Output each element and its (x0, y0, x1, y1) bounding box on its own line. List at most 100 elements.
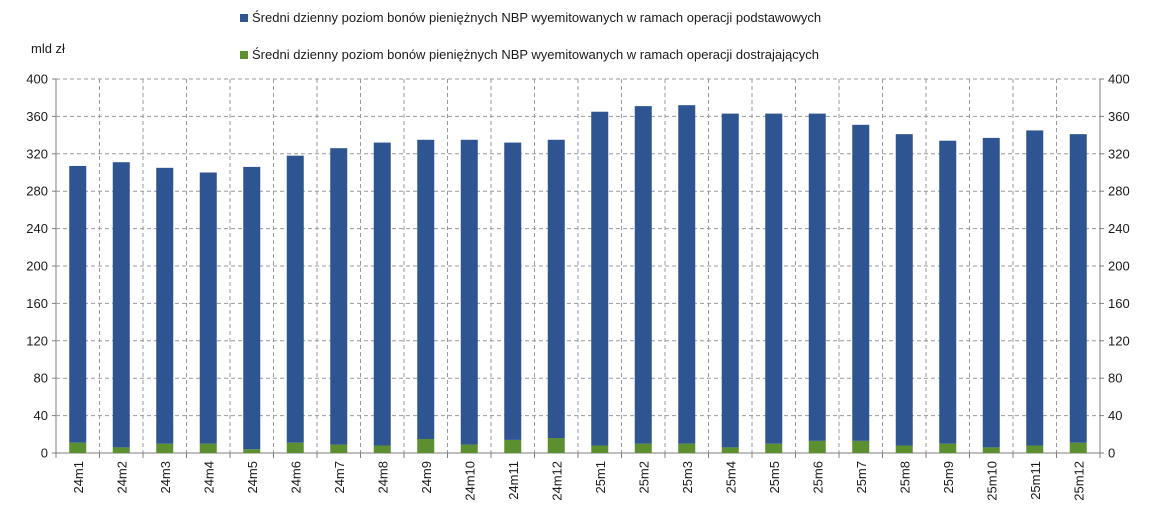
x-tick-label: 25m7 (854, 461, 869, 494)
bar-segment-podstawowe (721, 113, 739, 448)
y-tick-label-right: 400 (1108, 72, 1130, 87)
x-tick-label: 25m6 (810, 461, 825, 494)
unit-label: mld zł (31, 41, 65, 56)
bar-segment-dostrajajace (808, 440, 826, 453)
bar-segment-podstawowe (417, 139, 435, 439)
bar-segment-dostrajajace (112, 447, 130, 453)
bar-segment-dostrajajace (634, 443, 652, 453)
x-tick-label: 25m3 (680, 461, 695, 494)
y-tick-label-left: 320 (26, 146, 48, 161)
bar-segment-podstawowe (504, 142, 522, 440)
y-tick-label-left: 200 (26, 259, 48, 274)
bar-segment-dostrajajace (678, 443, 696, 453)
bar-segment-podstawowe (895, 134, 913, 446)
bar-segment-podstawowe (199, 172, 217, 444)
x-tick-label: 24m3 (158, 461, 173, 494)
bar-segment-dostrajajace (286, 442, 304, 453)
x-tick-label: 24m4 (201, 461, 216, 494)
x-tick-label: 24m6 (288, 461, 303, 494)
bar-segment-dostrajajace (156, 443, 174, 453)
bar-segment-dostrajajace (591, 445, 609, 453)
bar-segment-dostrajajace (243, 449, 261, 453)
legend-swatch-podstawowe (240, 13, 248, 22)
x-tick-label: 25m5 (767, 461, 782, 494)
y-tick-label-right: 80 (1108, 371, 1122, 386)
y-tick-label-left: 120 (26, 333, 48, 348)
x-tick-label: 24m12 (549, 461, 564, 501)
x-tick-label: 25m11 (1028, 461, 1043, 500)
bar-segment-podstawowe (286, 155, 304, 443)
bar-segment-podstawowe (330, 148, 348, 445)
bar-segment-podstawowe (939, 140, 957, 444)
bar-segment-dostrajajace (1069, 442, 1087, 453)
bar-segment-podstawowe (243, 166, 261, 450)
bar-segment-podstawowe (591, 111, 609, 446)
x-tick-label: 25m9 (941, 461, 956, 494)
y-tick-label-right: 240 (1108, 221, 1130, 236)
bar-segment-dostrajajace (547, 438, 565, 453)
bar-segment-podstawowe (982, 137, 1000, 448)
bar-segment-podstawowe (852, 124, 870, 441)
y-tick-label-left: 280 (26, 184, 48, 199)
y-tick-label-right: 320 (1108, 146, 1130, 161)
legend-label-dostrajajace: Średni dzienny poziom bonów pieniężnych … (252, 47, 819, 62)
y-tick-label-right: 160 (1108, 296, 1130, 311)
x-tick-label: 25m4 (723, 461, 738, 494)
bar-segment-dostrajajace (765, 443, 783, 453)
x-tick-label: 25m10 (984, 461, 999, 501)
bar-segment-podstawowe (1069, 134, 1087, 443)
bar-segment-dostrajajace (460, 444, 478, 453)
bar-segment-podstawowe (634, 106, 652, 444)
bar-segment-dostrajajace (373, 445, 391, 453)
y-tick-label-left: 40 (34, 408, 48, 423)
bar-segment-podstawowe (765, 113, 783, 444)
x-tick-label: 25m12 (1071, 461, 1086, 501)
y-tick-label-left: 80 (34, 371, 48, 386)
bar-segment-podstawowe (547, 139, 565, 439)
x-tick-label: 24m8 (375, 461, 390, 494)
legend-item-dostrajajace: Średni dzienny poziom bonów pieniężnych … (240, 47, 819, 62)
bar-segment-dostrajajace (721, 447, 739, 453)
x-tick-label: 24m1 (71, 461, 86, 494)
x-tick-label: 25m8 (897, 461, 912, 494)
x-tick-label: 24m5 (245, 461, 260, 494)
bar-segment-podstawowe (808, 113, 826, 441)
y-tick-label-right: 360 (1108, 109, 1130, 124)
legend-swatch-dostrajajace (240, 50, 248, 59)
y-tick-label-left: 0 (41, 446, 48, 461)
y-tick-label-left: 240 (26, 221, 48, 236)
x-tick-label: 25m1 (593, 461, 608, 494)
bar-segment-podstawowe (373, 142, 391, 446)
bar-segment-podstawowe (1026, 130, 1044, 446)
y-tick-label-right: 200 (1108, 259, 1130, 274)
legend-label-podstawowe: Średni dzienny poziom bonów pieniężnych … (252, 10, 822, 25)
bar-segment-podstawowe (112, 162, 130, 448)
bar-segment-dostrajajace (199, 443, 217, 453)
legend-item-podstawowe: Średni dzienny poziom bonów pieniężnych … (240, 10, 821, 25)
bar-segment-dostrajajace (330, 444, 348, 453)
x-tick-label: 24m9 (419, 461, 434, 494)
y-tick-label-right: 40 (1108, 408, 1122, 423)
x-tick-label: 24m10 (462, 461, 477, 501)
bar-segment-dostrajajace (852, 440, 870, 453)
y-tick-label-left: 160 (26, 296, 48, 311)
bar-segment-podstawowe (156, 167, 174, 444)
bar-segment-dostrajajace (939, 443, 957, 453)
y-tick-label-left: 360 (26, 109, 48, 124)
bar-segment-dostrajajace (1026, 445, 1044, 453)
bar-segment-podstawowe (69, 165, 87, 443)
bar-segment-dostrajajace (504, 439, 522, 453)
bar-segment-dostrajajace (417, 438, 435, 453)
y-tick-label-right: 0 (1108, 446, 1115, 461)
x-tick-label: 25m2 (636, 461, 651, 494)
bar-segment-dostrajajace (69, 442, 87, 453)
bar-segment-dostrajajace (895, 445, 913, 453)
bar-segment-podstawowe (460, 139, 478, 445)
y-tick-label-left: 400 (26, 72, 48, 87)
y-tick-label-right: 120 (1108, 333, 1130, 348)
bar-segment-dostrajajace (982, 447, 1000, 453)
bar-segment-podstawowe (678, 105, 696, 444)
x-tick-label: 24m7 (332, 461, 347, 494)
x-tick-label: 24m2 (114, 461, 129, 494)
